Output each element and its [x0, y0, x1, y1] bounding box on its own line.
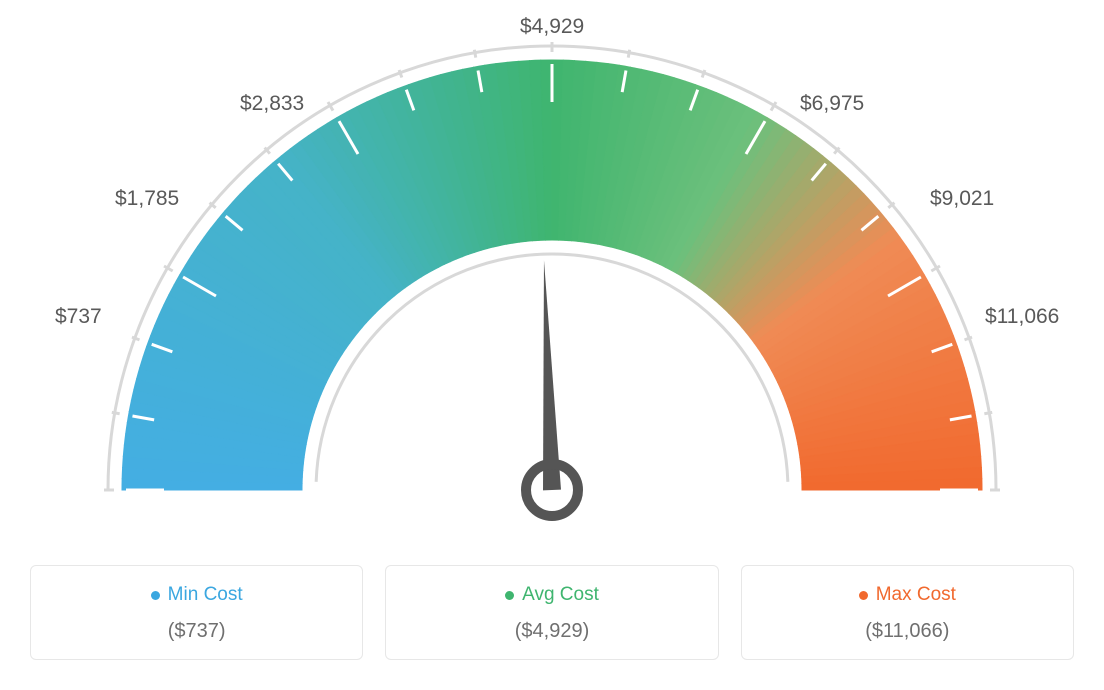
legend-dot-max [859, 591, 868, 600]
legend-dot-avg [505, 591, 514, 600]
chart-container: $737 $1,785 $2,833 $4,929 $6,975 $9,021 $11,06… [0, 0, 1104, 690]
legend-value-avg: ($4,929) [398, 620, 705, 643]
legend-dot-min [151, 591, 160, 600]
legend-row: Min Cost ($737) Avg Cost ($4,929) Max Co… [30, 565, 1074, 660]
legend-toprow: Max Cost [754, 584, 1061, 606]
legend-card-max: Max Cost ($11,066) [741, 565, 1074, 660]
legend-toprow: Min Cost [43, 584, 350, 606]
legend-label-avg: Avg Cost [522, 584, 599, 606]
rim-notch-minor [984, 412, 992, 413]
gauge-needle [543, 260, 561, 490]
legend-toprow: Avg Cost [398, 584, 705, 606]
scale-label-0: $737 [55, 305, 102, 329]
scale-label-1: $1,785 [115, 187, 179, 211]
rim-notch-minor [112, 412, 120, 413]
gauge-area: $737 $1,785 $2,833 $4,929 $6,975 $9,021 $11,06… [0, 0, 1104, 550]
rim-notch-minor [628, 50, 629, 58]
gauge-svg [0, 0, 1104, 550]
legend-label-min: Min Cost [168, 584, 243, 606]
legend-value-min: ($737) [43, 620, 350, 643]
scale-label-2: $2,833 [240, 92, 304, 116]
scale-label-4: $6,975 [800, 92, 864, 116]
scale-label-3: $4,929 [520, 15, 584, 39]
legend-value-max: ($11,066) [754, 620, 1061, 643]
rim-notch-minor [474, 50, 475, 58]
scale-label-6: $11,066 [985, 305, 1059, 329]
legend-card-avg: Avg Cost ($4,929) [385, 565, 718, 660]
legend-card-min: Min Cost ($737) [30, 565, 363, 660]
legend-label-max: Max Cost [876, 584, 956, 606]
scale-label-5: $9,021 [930, 187, 994, 211]
